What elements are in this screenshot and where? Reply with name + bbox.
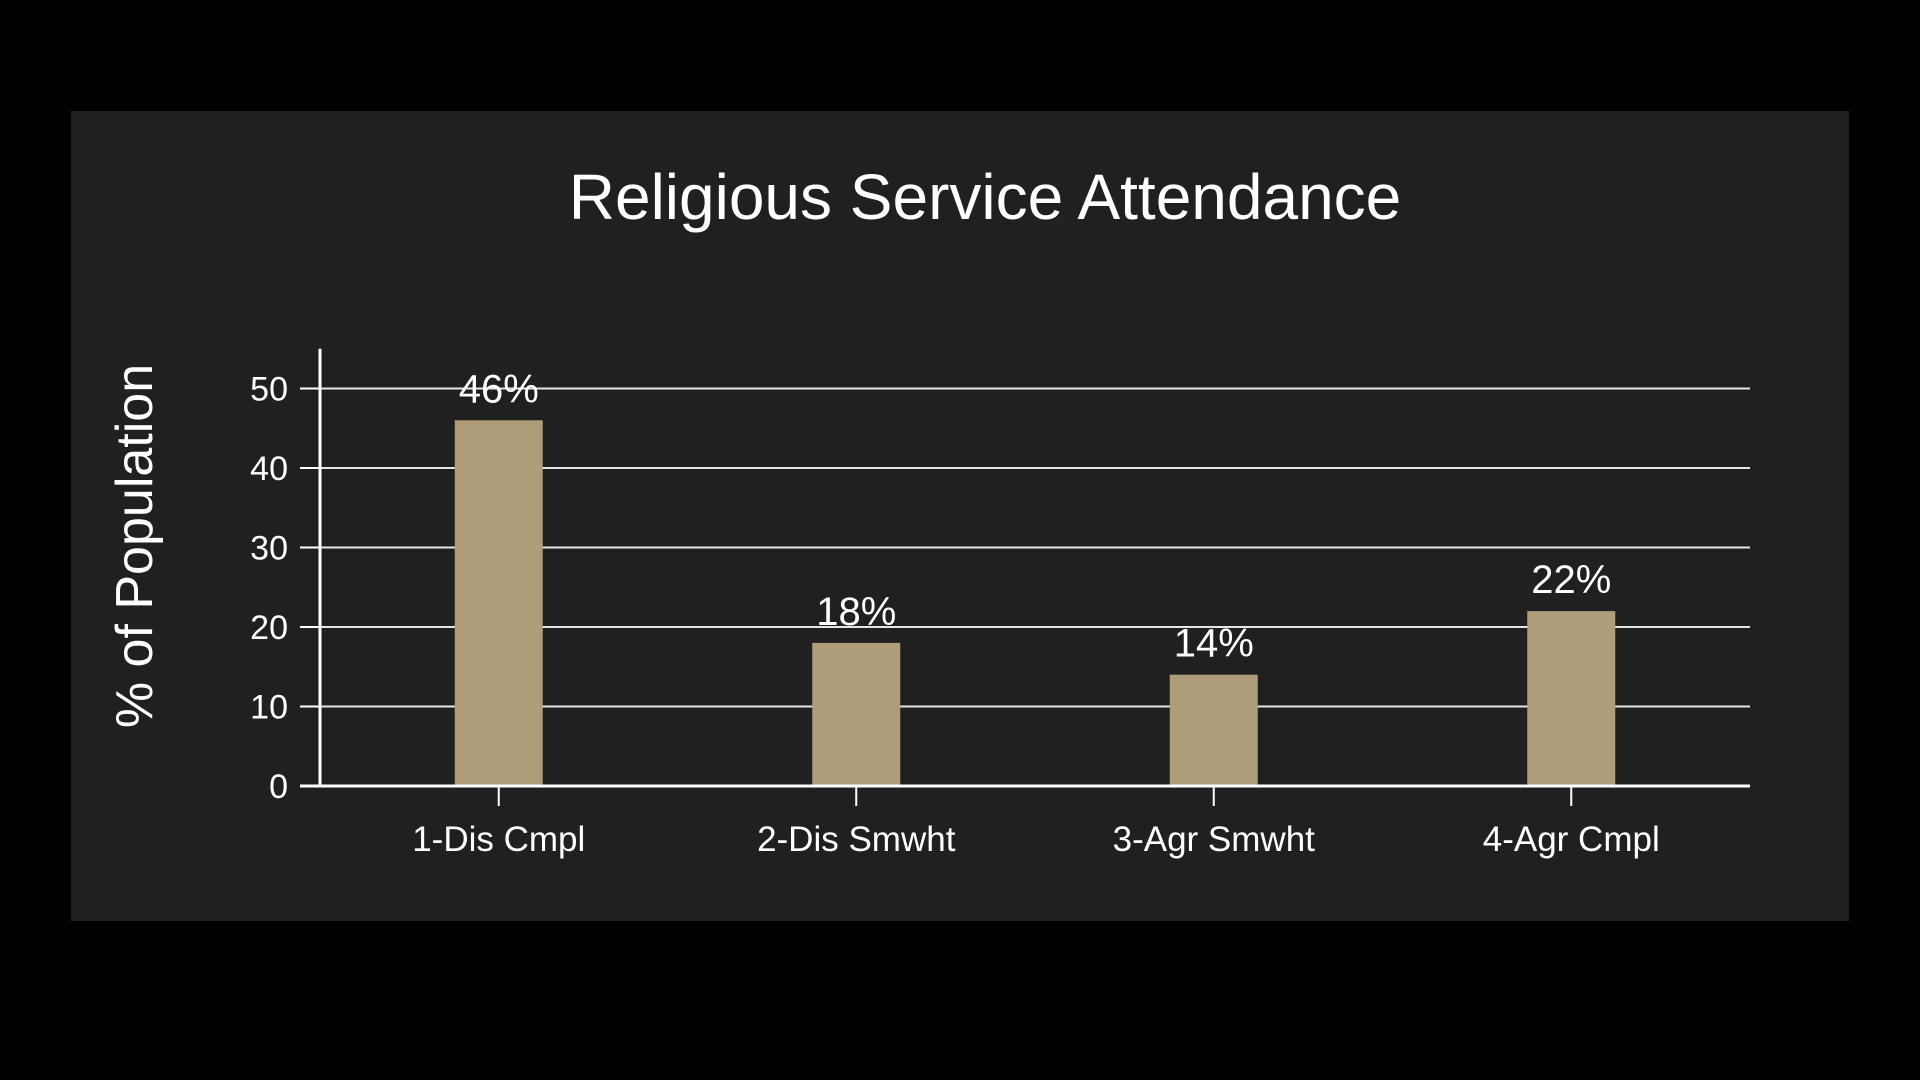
chart-panel: Religious Service Attendance % of Popula… (71, 111, 1849, 921)
y-tick-label: 10 (250, 689, 288, 727)
axes: 0 10 20 30 40 50 1-Dis Cmpl 2-Dis Smwht 3-Agr Sm… (250, 348, 1750, 859)
bar (812, 642, 901, 786)
bar (1527, 611, 1616, 786)
y-tick-label: 20 (250, 609, 288, 647)
y-tick-label: 30 (250, 530, 288, 568)
chart-title: Religious Service Attendance (569, 161, 1402, 233)
x-tick-label: 4-Agr Cmpl (1483, 820, 1660, 859)
y-tick-label: 50 (250, 371, 288, 409)
x-tick-label: 3-Agr Smwht (1113, 820, 1316, 859)
bar (454, 420, 543, 786)
bar (1169, 674, 1258, 786)
data-label: 14% (1174, 622, 1254, 666)
y-tick-label: 40 (250, 450, 288, 488)
gridlines (320, 387, 1750, 708)
bars (454, 420, 1616, 786)
data-label: 46% (459, 367, 539, 411)
data-label: 22% (1531, 558, 1611, 602)
bar-chart: Religious Service Attendance % of Popula… (106, 161, 1750, 859)
data-label: 18% (816, 590, 896, 634)
y-tick-label: 0 (269, 768, 288, 806)
y-axis-label: % of Population (106, 364, 164, 728)
x-tick-label: 2-Dis Smwht (757, 820, 956, 859)
x-tick-label: 1-Dis Cmpl (412, 820, 585, 859)
data-labels: 46% 18% 14% 22% (459, 367, 1612, 665)
